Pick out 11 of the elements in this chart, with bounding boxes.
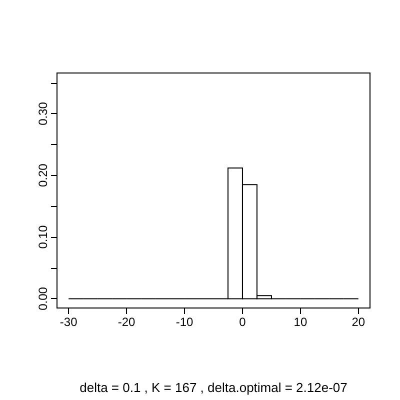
x-tick-label: 20 xyxy=(352,315,366,329)
x-tick-label: -10 xyxy=(176,315,194,329)
x-tick-label: -30 xyxy=(60,315,78,329)
y-tick-label: 0.00 xyxy=(36,286,50,310)
x-tick-label: 0 xyxy=(239,315,246,329)
x-tick-label: 10 xyxy=(294,315,308,329)
y-tick-label: 0.30 xyxy=(36,102,50,126)
x-axis-title: delta = 0.1 , K = 167 , delta.optimal = 2.12e-07 xyxy=(80,380,348,395)
y-tick-label: 0.10 xyxy=(36,225,50,249)
x-tick-label: -20 xyxy=(118,315,136,329)
y-tick-label: 0.20 xyxy=(36,163,50,188)
